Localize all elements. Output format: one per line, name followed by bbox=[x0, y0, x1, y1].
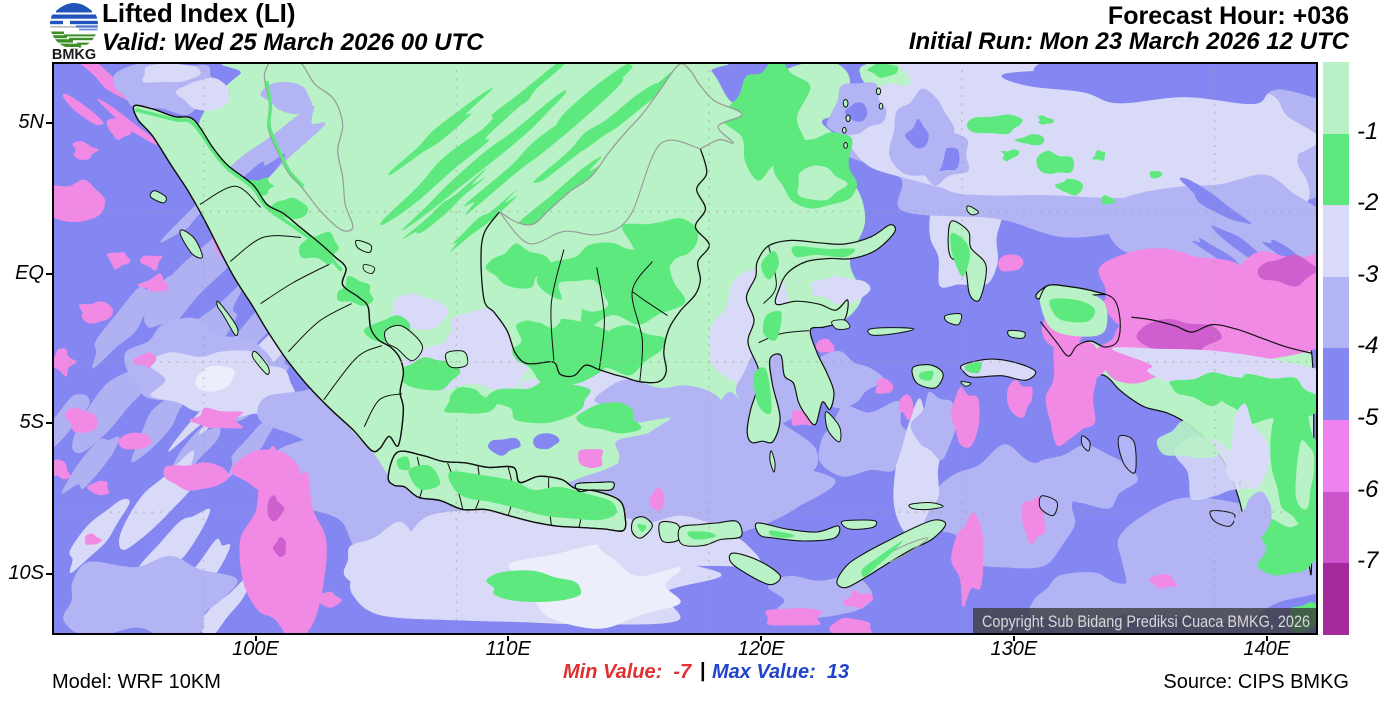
svg-text:Copyright Sub Bidang Prediksi: Copyright Sub Bidang Prediksi Cuaca BMKG… bbox=[982, 612, 1310, 631]
svg-text:BMKG: BMKG bbox=[52, 47, 96, 60]
